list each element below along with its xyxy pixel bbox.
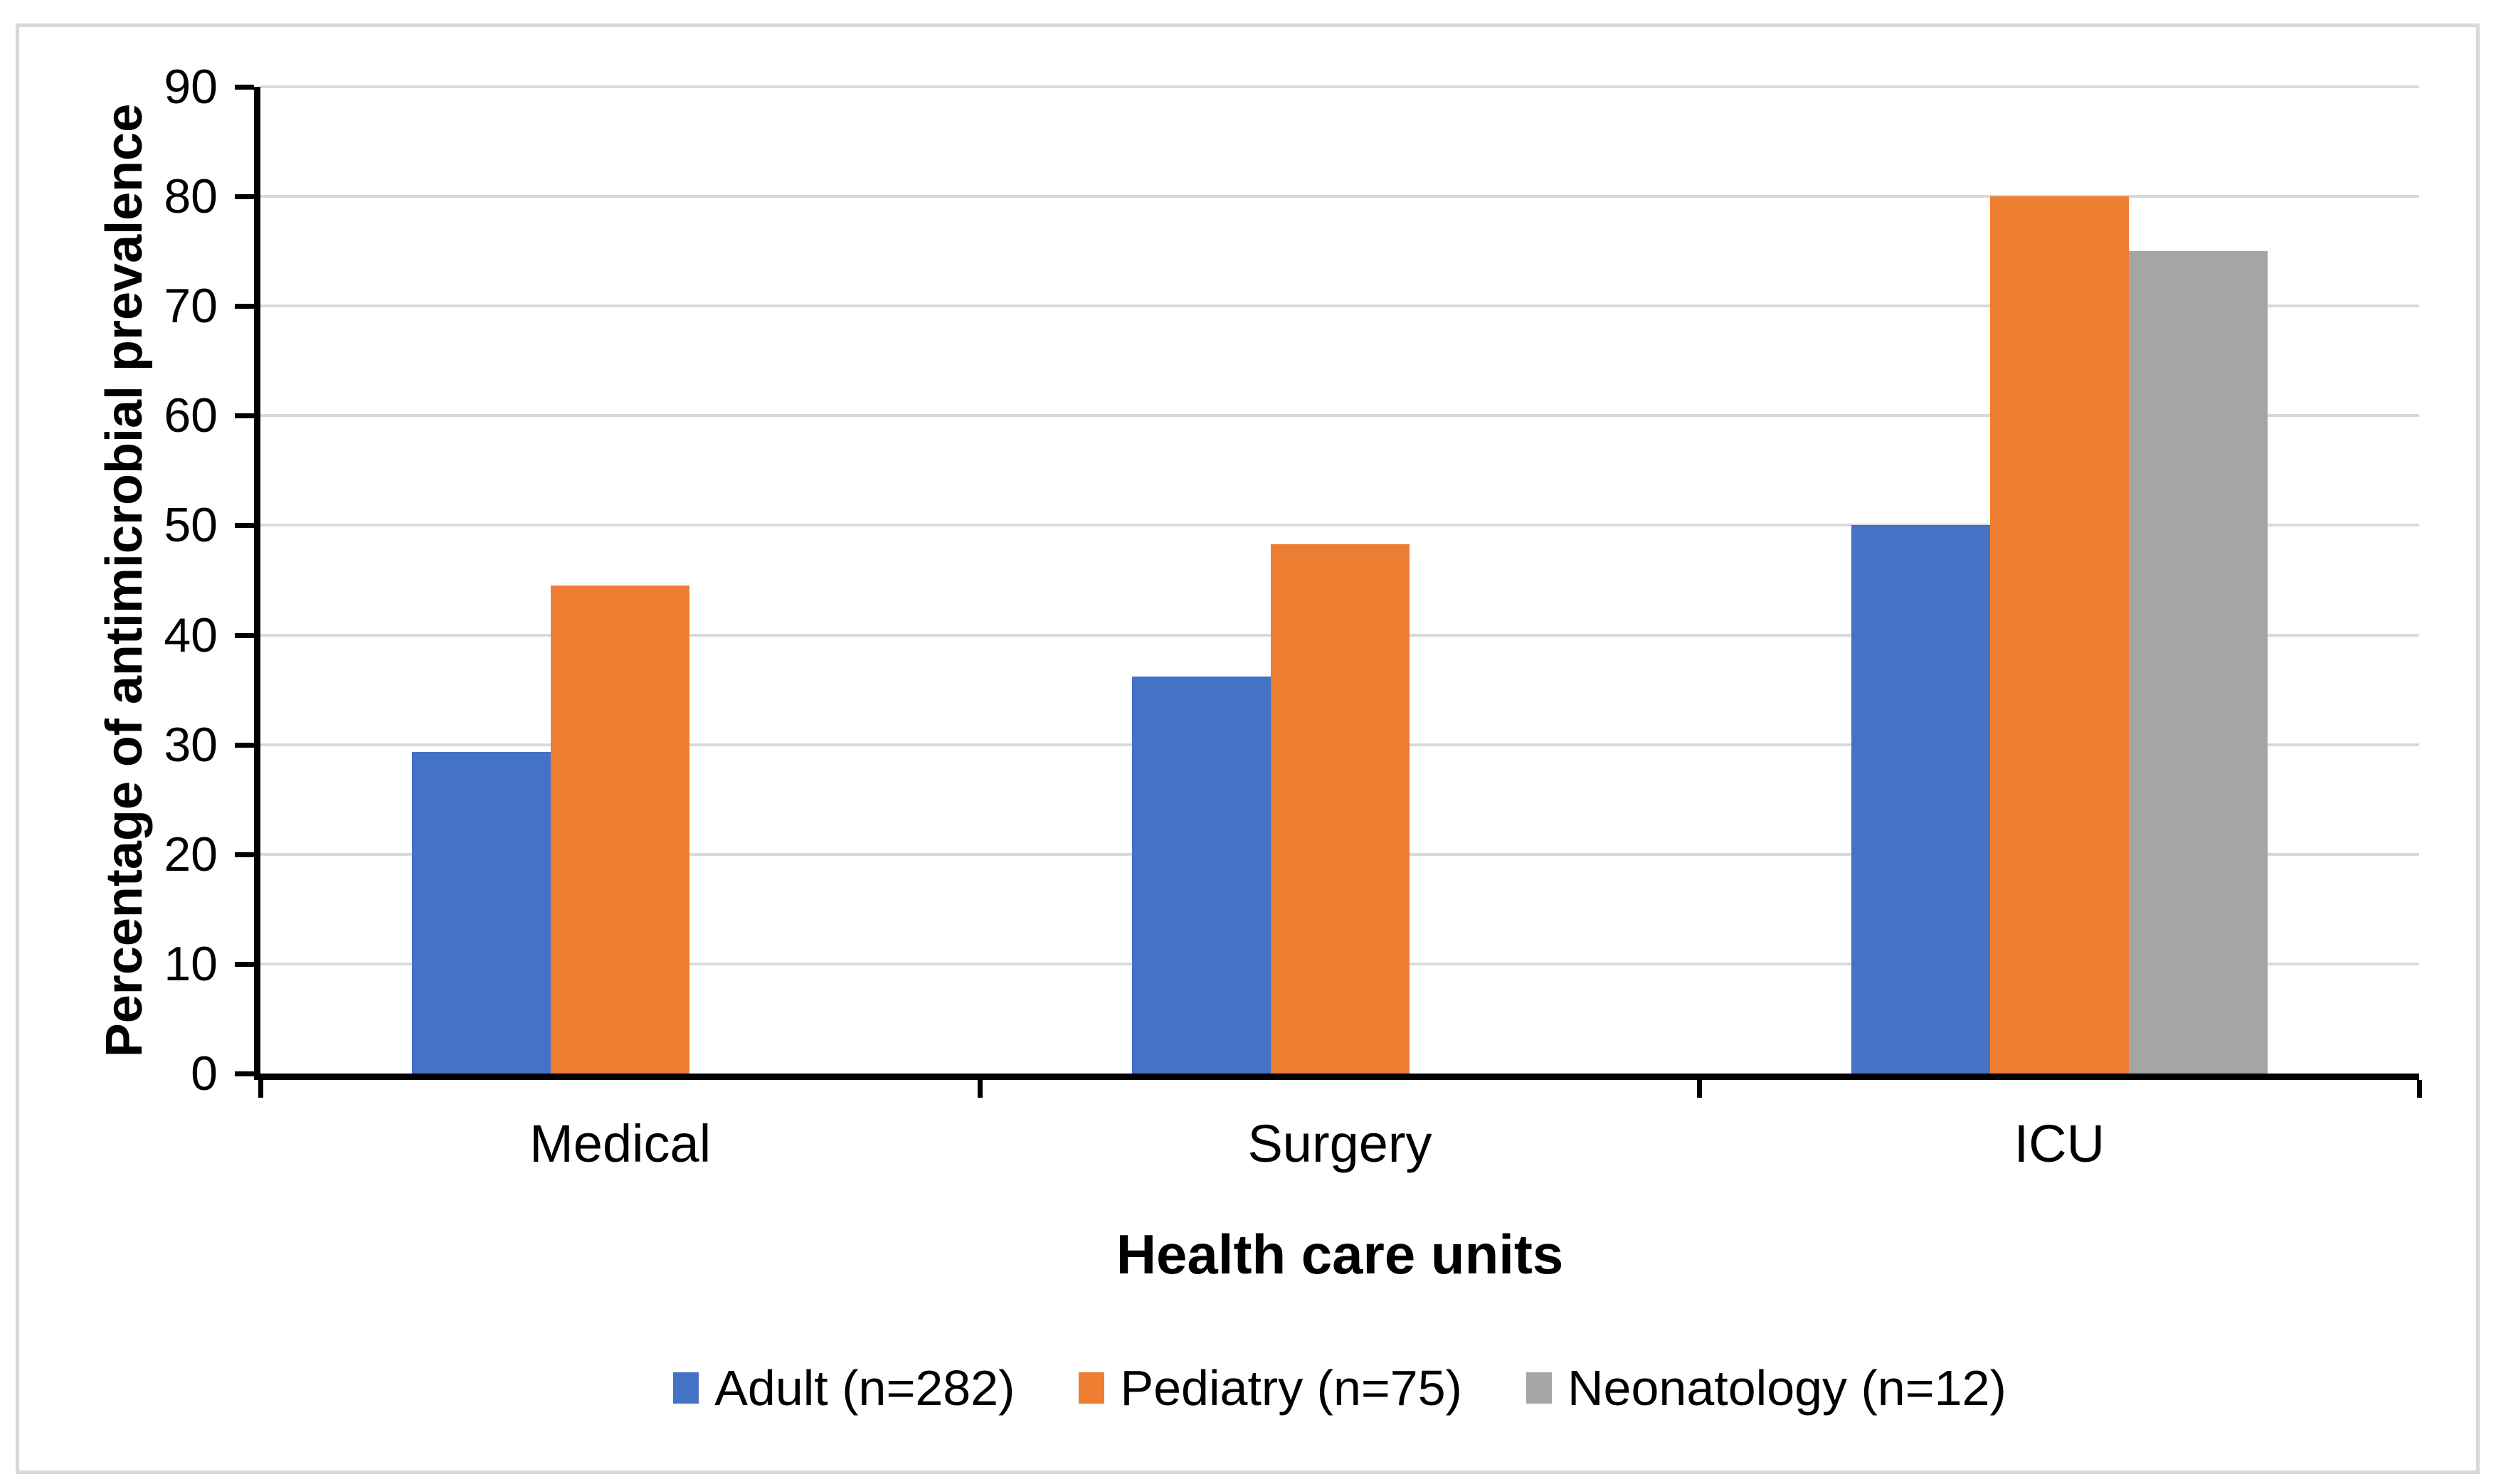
y-tick-label: 20 <box>164 827 218 881</box>
y-tick-label: 10 <box>164 936 218 991</box>
y-tick-30 <box>235 742 254 748</box>
legend-marker-icon <box>1525 1372 1552 1404</box>
bar-adult-surgery <box>1131 677 1271 1074</box>
bar-pediatry-surgery <box>1270 544 1410 1074</box>
y-tick-label: 80 <box>164 169 218 224</box>
x-category-label-medical: Medical <box>529 1114 712 1173</box>
x-category-label-icu: ICU <box>2014 1114 2105 1173</box>
x-axis-title: Health care units <box>1116 1223 1564 1286</box>
bar-adult-medical <box>412 752 551 1074</box>
x-category-label-surgery: Surgery <box>1247 1114 1432 1173</box>
y-tick-0 <box>235 1071 254 1076</box>
gridline-50 <box>260 524 2419 527</box>
y-tick-40 <box>235 632 254 638</box>
y-tick-10 <box>235 961 254 967</box>
y-tick-label: 90 <box>164 60 218 114</box>
legend-marker-icon <box>673 1372 699 1404</box>
gridline-70 <box>260 304 2419 308</box>
x-boundary-tick-3 <box>2416 1080 2422 1098</box>
y-tick-50 <box>235 523 254 529</box>
y-tick-20 <box>235 852 254 857</box>
y-tick-label: 30 <box>164 717 218 772</box>
y-tick-80 <box>235 194 254 200</box>
y-tick-label: 0 <box>191 1046 218 1101</box>
bar-pediatry-medical <box>551 585 690 1074</box>
y-tick-60 <box>235 413 254 419</box>
legend-label: Adult (n=282) <box>714 1360 1015 1416</box>
bar-pediatry-icu <box>1989 196 2129 1074</box>
y-tick-label: 60 <box>164 388 218 443</box>
x-axis-line <box>254 1074 2419 1080</box>
y-tick-90 <box>235 85 254 90</box>
chart-border <box>16 23 2480 1474</box>
x-boundary-tick-0 <box>258 1080 263 1098</box>
y-axis-line <box>254 87 260 1080</box>
legend-label: Neonatology (n=12) <box>1567 1360 2006 1416</box>
x-boundary-tick-1 <box>977 1080 983 1098</box>
y-tick-label: 70 <box>164 279 218 334</box>
gridline-60 <box>260 414 2419 418</box>
y-tick-label: 50 <box>164 498 218 553</box>
y-tick-70 <box>235 304 254 309</box>
bar-adult-icu <box>1851 525 1990 1074</box>
legend-item-neonatology: Neonatology (n=12) <box>1525 1356 2006 1420</box>
gridline-80 <box>260 195 2419 198</box>
legend: Adult (n=282) Pediatry (n=75) Neonatology … <box>260 1349 2419 1427</box>
gridline-90 <box>260 85 2419 88</box>
x-boundary-tick-2 <box>1697 1080 1703 1098</box>
bar-neonatology-icu <box>2128 251 2268 1074</box>
legend-item-pediatry: Pediatry (n=75) <box>1079 1356 1462 1420</box>
legend-label: Pediatry (n=75) <box>1120 1360 1462 1416</box>
legend-marker-icon <box>1079 1372 1105 1404</box>
legend-item-adult: Adult (n=282) <box>673 1356 1015 1420</box>
y-tick-label: 40 <box>164 608 218 662</box>
